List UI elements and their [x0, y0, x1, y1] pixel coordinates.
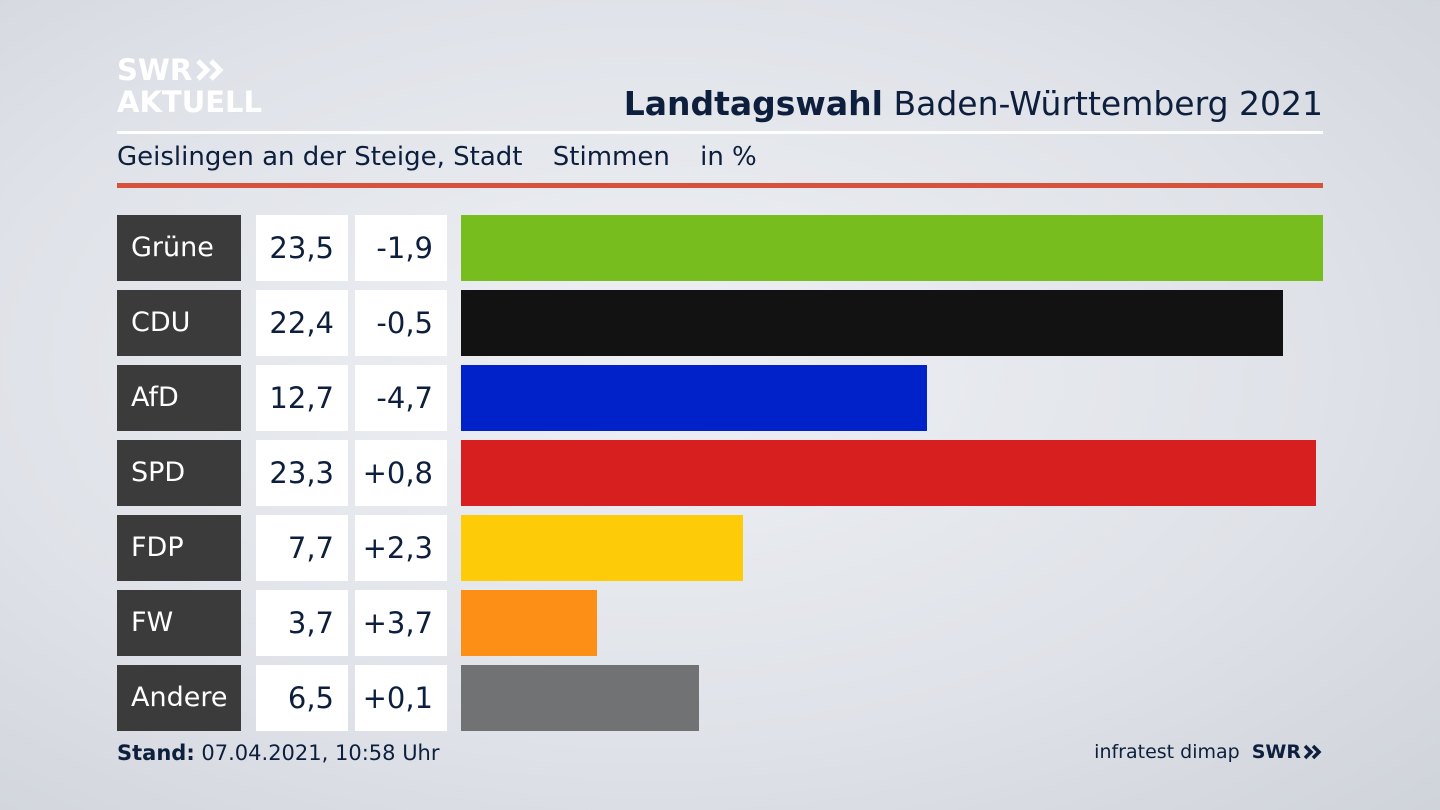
source-credit: infratest dimap SWR — [1094, 741, 1323, 763]
chart-row: FW 3,7 +3,7 — [117, 590, 1323, 656]
vote-share-value: 7,7 — [256, 515, 348, 581]
party-label: SPD — [117, 440, 241, 506]
source-label: infratest dimap — [1094, 741, 1240, 763]
party-label: AfD — [117, 365, 241, 431]
brand-mark: SWR — [1252, 741, 1323, 763]
logo-line2: AKTUELL — [117, 85, 263, 119]
party-label: Andere — [117, 665, 241, 731]
party-label: FW — [117, 590, 241, 656]
vote-share-value: 22,4 — [256, 290, 348, 356]
vote-change-value: -1,9 — [355, 215, 447, 281]
result-bar — [461, 290, 1283, 356]
result-bar — [461, 215, 1323, 281]
timestamp: Stand: 07.04.2021, 10:58 Uhr — [117, 741, 440, 765]
top-divider — [117, 131, 1323, 134]
result-bar — [461, 440, 1316, 506]
accent-divider — [117, 183, 1323, 188]
vote-share-value: 6,5 — [256, 665, 348, 731]
title-rest: Baden-Württemberg 2021 — [893, 84, 1323, 123]
vote-share-value: 3,7 — [256, 590, 348, 656]
measure-label: Stimmen — [552, 142, 670, 172]
unit-label: in % — [700, 142, 757, 172]
vote-share-value: 23,5 — [256, 215, 348, 281]
title-bold: Landtagswahl — [623, 84, 883, 123]
vote-change-value: +0,1 — [355, 665, 447, 731]
stand-value: 07.04.2021, 10:58 Uhr — [201, 741, 440, 765]
vote-share-value: 12,7 — [256, 365, 348, 431]
chevrons-icon — [1303, 744, 1322, 760]
chevrons-icon — [196, 59, 224, 81]
party-label: CDU — [117, 290, 241, 356]
chart-row: Andere 6,5 +0,1 — [117, 665, 1323, 731]
swr-aktuell-logo: SWR AKTUELL — [117, 54, 262, 118]
page-title: Landtagswahl Baden-Württemberg 2021 — [624, 84, 1323, 123]
chart-row: CDU 22,4 -0,5 — [117, 290, 1323, 356]
logo-line1: SWR — [117, 53, 193, 87]
vote-change-value: +0,8 — [355, 440, 447, 506]
chart-row: SPD 23,3 +0,8 — [117, 440, 1323, 506]
location-label: Geislingen an der Steige, Stadt — [117, 142, 523, 172]
vote-change-value: +3,7 — [355, 590, 447, 656]
stand-label: Stand: — [117, 741, 195, 765]
chart-row: Grüne 23,5 -1,9 — [117, 215, 1323, 281]
result-bar — [461, 590, 597, 656]
vote-change-value: +2,3 — [355, 515, 447, 581]
subtitle: Geislingen an der Steige, Stadt Stimmen … — [117, 142, 779, 172]
result-bar — [461, 365, 927, 431]
brand-label: SWR — [1251, 741, 1301, 763]
chart-row: AfD 12,7 -4,7 — [117, 365, 1323, 431]
result-bar — [461, 665, 699, 731]
party-label: Grüne — [117, 215, 241, 281]
chart-row: FDP 7,7 +2,3 — [117, 515, 1323, 581]
result-bar — [461, 515, 743, 581]
vote-change-value: -4,7 — [355, 365, 447, 431]
vote-change-value: -0,5 — [355, 290, 447, 356]
vote-share-value: 23,3 — [256, 440, 348, 506]
party-label: FDP — [117, 515, 241, 581]
